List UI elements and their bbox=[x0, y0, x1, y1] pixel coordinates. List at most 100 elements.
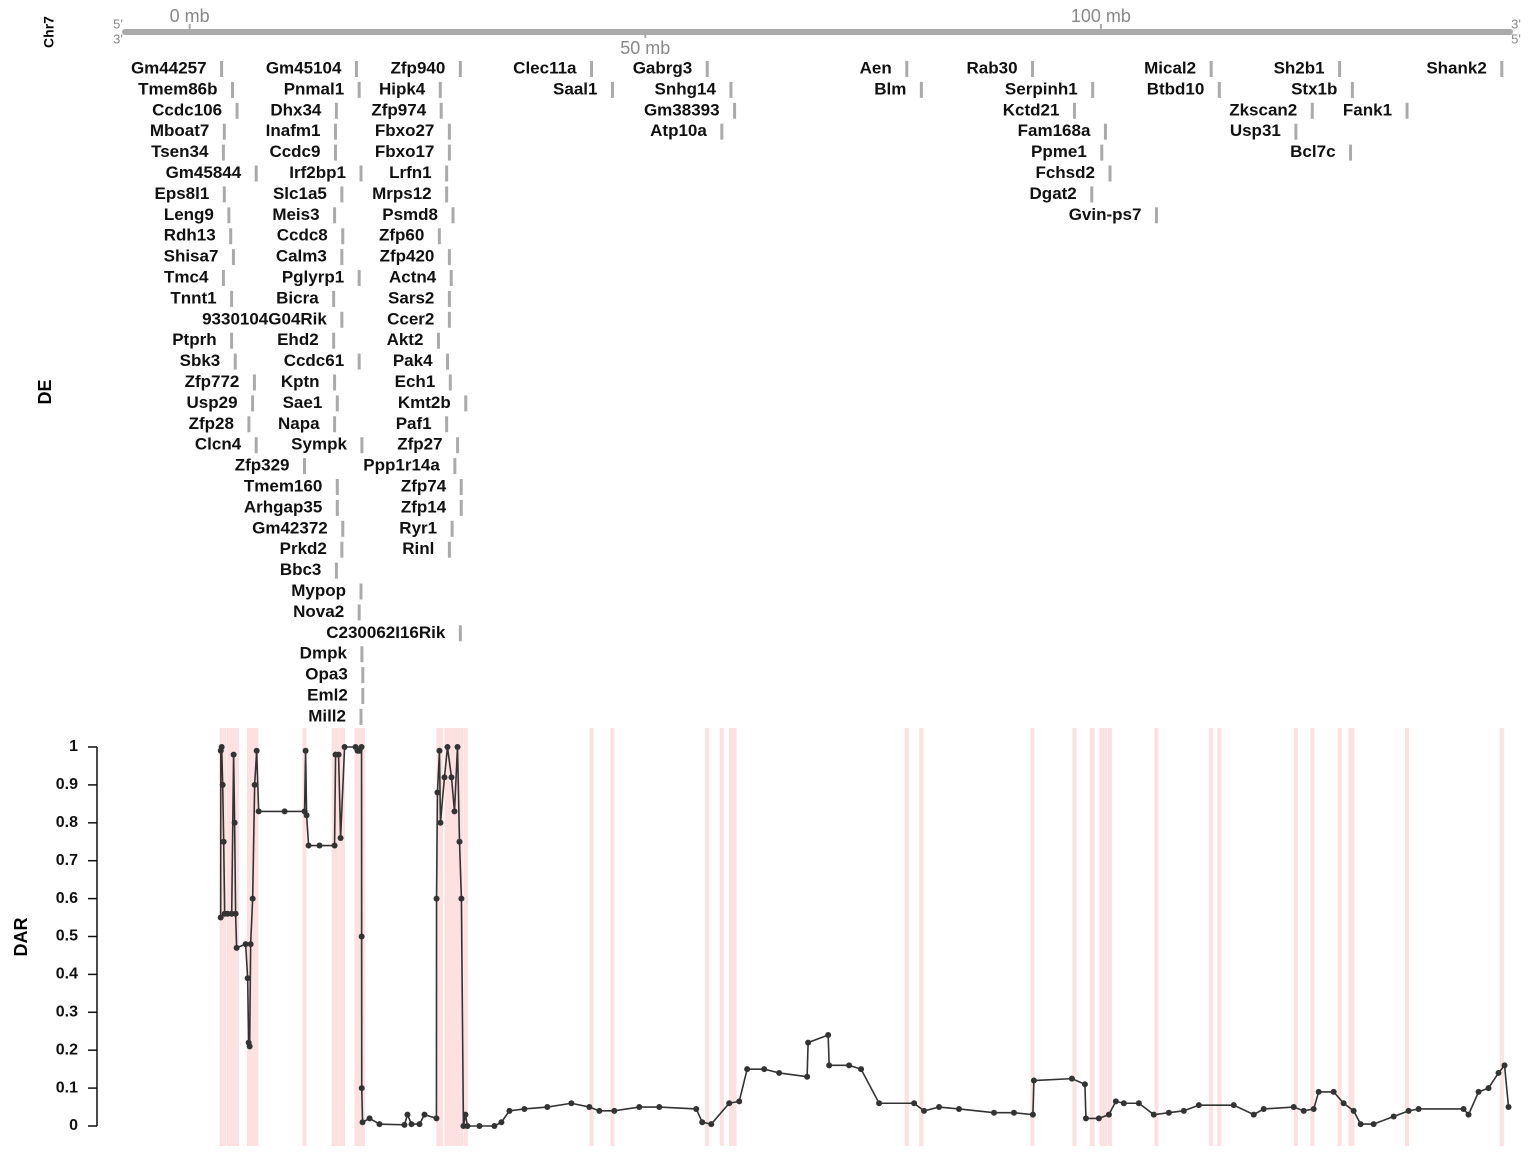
dar-point bbox=[1495, 1069, 1502, 1076]
dar-point bbox=[1315, 1088, 1322, 1095]
dar-point bbox=[358, 933, 365, 940]
dar-point bbox=[1485, 1085, 1492, 1092]
dar-point bbox=[302, 747, 309, 754]
dar-point bbox=[699, 1119, 706, 1126]
gene-label: Actn4 bbox=[389, 267, 437, 286]
dar-point bbox=[1105, 1111, 1112, 1118]
dar-point bbox=[586, 1104, 593, 1111]
gene-label: Dhx34 bbox=[270, 100, 322, 119]
gene-label: Snhg14 bbox=[655, 79, 717, 98]
dar-point bbox=[217, 914, 224, 921]
dar-point bbox=[744, 1066, 751, 1073]
dar-point bbox=[956, 1105, 963, 1112]
highlight-band bbox=[254, 728, 259, 1146]
highlight-band bbox=[1030, 728, 1035, 1146]
highlight-band bbox=[450, 728, 455, 1146]
dar-point bbox=[451, 808, 458, 815]
gene-label: Gabrg3 bbox=[633, 58, 693, 77]
gene-label: Pnmal1 bbox=[284, 79, 344, 98]
strand-label: 3' bbox=[1511, 16, 1521, 31]
dar-point bbox=[1357, 1121, 1364, 1128]
dar-point bbox=[476, 1123, 483, 1129]
dar-point bbox=[1460, 1105, 1467, 1112]
dar-point bbox=[335, 751, 342, 758]
gene-label: Mrps12 bbox=[372, 184, 432, 203]
dar-point bbox=[736, 1098, 743, 1105]
gene-label: Stx1b bbox=[1291, 79, 1337, 98]
gene-label: Mical2 bbox=[1144, 58, 1196, 77]
dar-point bbox=[462, 1111, 469, 1118]
gene-label: Fbxo17 bbox=[375, 142, 435, 161]
gene-label: Gm42372 bbox=[252, 518, 328, 537]
dar-point bbox=[421, 1111, 428, 1118]
y-tick-label: 0.5 bbox=[56, 928, 78, 945]
highlight-band bbox=[1337, 728, 1342, 1146]
dar-point bbox=[231, 819, 238, 826]
gene-label: Arhgap35 bbox=[244, 497, 322, 516]
dar-point bbox=[1350, 1107, 1357, 1114]
highlight-band bbox=[728, 728, 733, 1146]
highlight-band bbox=[229, 728, 234, 1146]
dar-point bbox=[1465, 1111, 1472, 1118]
gene-label: Sae1 bbox=[283, 393, 323, 412]
dar-point bbox=[359, 1119, 366, 1126]
dar-point bbox=[230, 751, 237, 758]
gene-label: Gm44257 bbox=[131, 58, 207, 77]
highlight-band bbox=[1072, 728, 1077, 1146]
gene-label: Ccdc8 bbox=[277, 226, 328, 245]
gene-label: Usp29 bbox=[187, 393, 238, 412]
gene-label: Rdh13 bbox=[164, 226, 216, 245]
dar-point bbox=[568, 1100, 575, 1107]
gene-label: Saal1 bbox=[553, 79, 597, 98]
dar-point bbox=[1250, 1111, 1257, 1118]
dar-point bbox=[656, 1104, 663, 1111]
y-tick-label: 0.8 bbox=[56, 814, 78, 831]
dar-point bbox=[1415, 1105, 1422, 1112]
dar-point bbox=[1112, 1098, 1119, 1105]
y-tick-label: 0.2 bbox=[56, 1041, 78, 1058]
highlight-band bbox=[1209, 728, 1214, 1146]
dar-point bbox=[1081, 1081, 1088, 1088]
dar-point bbox=[247, 941, 254, 948]
dar-point bbox=[464, 1123, 471, 1129]
dar-point bbox=[1180, 1107, 1187, 1114]
highlight-band bbox=[1103, 728, 1108, 1146]
gene-label: Pglyrp1 bbox=[282, 267, 344, 286]
dar-point bbox=[376, 1121, 383, 1128]
dar-point bbox=[436, 747, 443, 754]
gene-label: Sars2 bbox=[388, 288, 434, 307]
dar-point bbox=[708, 1121, 715, 1128]
gene-label: Pak4 bbox=[393, 351, 433, 370]
highlight-band bbox=[436, 728, 441, 1146]
dar-point bbox=[805, 1039, 812, 1046]
gene-label: Mboat7 bbox=[150, 121, 210, 140]
dar-point bbox=[232, 910, 239, 917]
gene-label: Akt2 bbox=[387, 330, 424, 349]
gene-label: Bbc3 bbox=[280, 560, 322, 579]
dar-point bbox=[1475, 1088, 1482, 1095]
gene-label: Gm38393 bbox=[644, 100, 720, 119]
gene-label: Usp31 bbox=[1230, 121, 1281, 140]
dar-point bbox=[281, 808, 288, 815]
gene-label: Rab30 bbox=[967, 58, 1018, 77]
dar-point bbox=[1390, 1113, 1397, 1120]
gene-label: Ptprh bbox=[172, 330, 216, 349]
dar-point bbox=[846, 1062, 853, 1069]
gene-label: Mill2 bbox=[308, 706, 346, 725]
highlight-band bbox=[233, 728, 238, 1146]
dar-point bbox=[596, 1107, 603, 1114]
dar-point bbox=[1230, 1102, 1237, 1109]
dar-point bbox=[246, 1043, 253, 1050]
gene-label: Tsen34 bbox=[151, 142, 209, 161]
dar-point bbox=[454, 744, 461, 750]
dar-point bbox=[804, 1073, 811, 1080]
gene-label: Irf2bp1 bbox=[289, 163, 346, 182]
gene-label: Calm3 bbox=[276, 247, 327, 266]
highlight-band bbox=[1499, 728, 1504, 1146]
gene-label: Aen bbox=[860, 58, 892, 77]
dar-point bbox=[255, 808, 262, 815]
highlight-band bbox=[1107, 728, 1112, 1146]
highlight-band bbox=[444, 728, 449, 1146]
gene-label: Kctd21 bbox=[1003, 100, 1060, 119]
